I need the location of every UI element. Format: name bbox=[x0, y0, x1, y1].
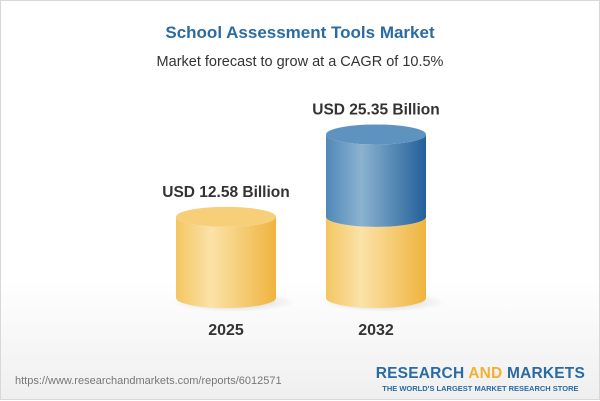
category-label: 2032 bbox=[358, 322, 394, 339]
source-url[interactable]: https://www.researchandmarkets.com/repor… bbox=[15, 375, 282, 387]
chart-subtitle: Market forecast to grow at a CAGR of 10.… bbox=[156, 54, 444, 70]
bar-2032-growth-segment bbox=[326, 134, 426, 227]
chart-title: School Assessment Tools Market bbox=[165, 23, 435, 42]
research-and-markets-logo: RESEARCH AND MARKETS THE WORLD'S LARGEST… bbox=[375, 365, 585, 393]
data-label: USD 12.58 Billion bbox=[162, 184, 289, 201]
bar-2025 bbox=[176, 216, 276, 308]
category-label: 2025 bbox=[208, 322, 244, 339]
bar-2032-base-segment bbox=[326, 216, 426, 308]
cylinder-top bbox=[176, 206, 276, 227]
data-label: USD 25.35 Billion bbox=[312, 101, 439, 118]
cylinder-top bbox=[326, 124, 426, 145]
